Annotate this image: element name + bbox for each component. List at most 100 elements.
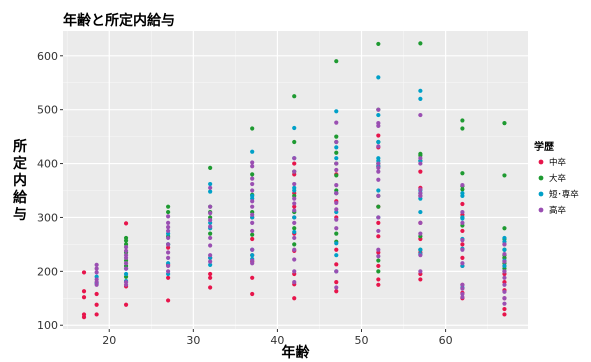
data-point: [376, 123, 381, 128]
data-point: [292, 208, 297, 213]
data-point: [81, 289, 87, 294]
data-point: [460, 295, 465, 300]
data-point: [250, 220, 255, 225]
data-point: [208, 275, 213, 280]
x-tick-label: 50: [355, 334, 369, 347]
data-point: [376, 247, 381, 252]
data-point: [334, 134, 339, 139]
data-point: [334, 139, 339, 145]
data-point: [376, 254, 381, 259]
data-point: [208, 253, 213, 258]
data-point: [292, 226, 297, 231]
data-point: [502, 306, 507, 312]
data-point: [334, 145, 339, 150]
data-point: [292, 204, 297, 209]
data-point: [460, 209, 465, 215]
data-point: [208, 181, 213, 187]
data-point: [250, 126, 255, 131]
data-point: [250, 261, 255, 266]
data-point: [460, 216, 465, 221]
legend-key: [538, 207, 544, 213]
data-point: [376, 75, 381, 80]
data-point: [250, 181, 255, 187]
data-point: [166, 263, 171, 269]
data-point: [123, 221, 129, 226]
data-point: [418, 161, 423, 166]
data-point: [123, 238, 129, 243]
data-point: [334, 289, 339, 294]
data-point: [292, 220, 297, 225]
data-point: [334, 59, 339, 64]
data-point: [334, 262, 339, 267]
data-point: [94, 270, 99, 275]
data-point: [418, 169, 423, 174]
data-point: [418, 277, 423, 282]
y-tick-label: 600: [37, 50, 58, 63]
y-axis-label: 所定内給与: [13, 138, 28, 223]
data-point: [292, 94, 297, 99]
data-point: [292, 139, 297, 145]
data-point: [334, 217, 339, 222]
legend-title: 学歴: [534, 140, 554, 153]
data-point: [123, 248, 129, 253]
data-point: [334, 280, 339, 285]
data-point: [166, 228, 171, 234]
data-point: [502, 235, 507, 241]
legend-key: [538, 159, 544, 165]
data-point: [502, 312, 507, 317]
data-point: [334, 191, 339, 196]
data-point: [418, 193, 423, 198]
y-tick-label: 100: [37, 319, 58, 332]
data-point: [250, 164, 255, 169]
data-point: [166, 245, 171, 250]
data-point: [334, 285, 339, 290]
data-point: [94, 302, 99, 307]
data-point: [376, 277, 381, 282]
y-tick-label: 500: [37, 104, 58, 117]
data-point: [208, 185, 213, 190]
data-point: [166, 250, 171, 255]
data-point: [81, 270, 87, 275]
data-point: [166, 204, 171, 209]
data-point: [376, 161, 381, 166]
data-point: [292, 269, 297, 274]
data-point: [334, 156, 339, 161]
data-point: [460, 183, 465, 188]
data-point: [292, 196, 297, 201]
legend-label: 大卒: [549, 173, 567, 184]
data-point: [376, 169, 381, 174]
data-point: [502, 289, 507, 294]
x-axis-label: 年齢: [282, 344, 311, 361]
data-point: [208, 271, 213, 277]
data-point: [418, 209, 423, 215]
data-point: [502, 251, 507, 257]
data-point: [292, 215, 297, 220]
data-point: [166, 225, 171, 230]
y-tick-label: 200: [37, 265, 58, 278]
data-point: [334, 109, 339, 114]
data-point: [502, 247, 507, 252]
data-point: [250, 247, 255, 252]
data-point: [376, 144, 381, 149]
data-point: [250, 212, 255, 217]
data-point: [334, 207, 339, 212]
data-point: [418, 220, 423, 225]
data-point: [250, 275, 255, 280]
data-point: [166, 269, 171, 274]
data-point: [292, 242, 297, 247]
data-point: [376, 177, 381, 182]
data-point: [460, 242, 465, 247]
data-points: [81, 41, 507, 320]
legend-key: [538, 191, 544, 197]
data-point: [208, 204, 213, 209]
data-point: [292, 161, 297, 166]
data-point: [460, 282, 465, 287]
legend-key: [538, 175, 544, 181]
data-point: [376, 234, 381, 239]
data-point: [334, 183, 339, 188]
data-point: [460, 247, 465, 252]
data-point: [94, 291, 99, 297]
data-point: [418, 231, 423, 236]
data-point: [208, 235, 213, 241]
data-point: [376, 282, 381, 287]
